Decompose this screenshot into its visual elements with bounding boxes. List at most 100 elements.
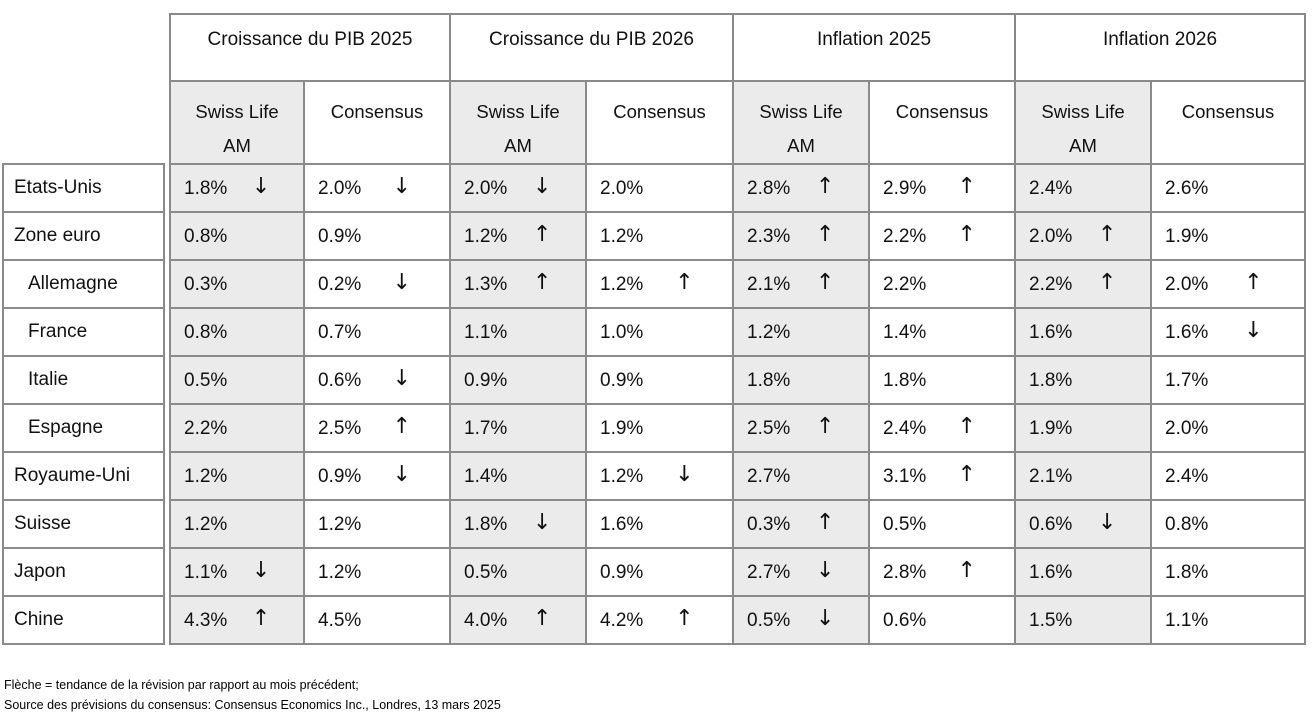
value-cell-content: 0.5% ↓: [734, 608, 868, 631]
value-cell-content: 2.8% ↑: [870, 558, 1014, 583]
value-cell-content: 1.8%: [734, 371, 868, 390]
value-cell: 2.0% ↓: [449, 163, 587, 213]
value-cell-content: 1.2%: [171, 515, 303, 534]
value-cell: 2.0% ↑: [1150, 259, 1306, 309]
value-cell: 0.8%: [1150, 499, 1306, 549]
cell-value: 0.6%: [318, 369, 362, 391]
value-cell: 1.6% ↓: [1150, 307, 1306, 357]
cell-value: 0.3%: [184, 273, 228, 295]
trend-down-icon: ↓: [392, 174, 412, 199]
corner-blank: [3, 14, 164, 81]
row-label: Chine: [2, 595, 165, 645]
value-cell: 1.8%: [868, 355, 1016, 405]
footnote-source: Source des prévisions du consensus: Cons…: [4, 698, 501, 712]
value-cell: 1.4%: [868, 307, 1016, 357]
cell-value: 4.2%: [600, 609, 644, 631]
value-cell-content: 1.2%: [305, 563, 449, 582]
row-label: France: [2, 307, 165, 357]
cell-value: 1.8%: [747, 369, 791, 391]
cell-value: 0.9%: [318, 225, 362, 247]
value-cell-content: 0.5%: [451, 563, 585, 582]
value-cell: 1.6%: [1014, 307, 1152, 357]
value-cell-content: 0.9%: [587, 371, 732, 390]
value-cell-content: 1.6% ↓: [1152, 320, 1304, 343]
value-cell: 1.2% ↑: [585, 259, 734, 309]
value-cell: 1.8% ↓: [169, 163, 305, 213]
cell-value: 2.6%: [1165, 177, 1209, 199]
value-cell-content: 1.1%: [1152, 611, 1304, 630]
cell-value: 0.9%: [318, 465, 362, 487]
trend-up-icon: ↑: [1097, 222, 1117, 247]
cell-value: 1.8%: [464, 513, 508, 535]
value-cell: 0.6% ↓: [1014, 499, 1152, 549]
value-cell-content: 1.1%: [451, 323, 585, 342]
table-row: Etats-Unis 1.8% ↓ 2.0% ↓ 2.0% ↓ 2.0% 2.8% ↑ 2.9% ↑ 2…: [2, 163, 1306, 213]
value-cell: 4.0% ↑: [449, 595, 587, 645]
cell-value: 4.3%: [184, 609, 228, 631]
value-cell-content: 1.9%: [1016, 419, 1150, 438]
value-cell: 1.0%: [585, 307, 734, 357]
value-cell: 4.3% ↑: [169, 595, 305, 645]
gutter-blank: [164, 212, 170, 260]
value-cell-content: 0.9%: [451, 371, 585, 390]
value-cell: 0.3% ↑: [732, 499, 870, 549]
cell-value: 1.2%: [600, 465, 644, 487]
value-cell: 2.0%: [585, 163, 734, 213]
cell-value: 3.1%: [883, 465, 927, 487]
value-cell-content: 4.0% ↑: [451, 608, 585, 631]
cell-value: 1.2%: [600, 225, 644, 247]
trend-up-icon: ↑: [957, 174, 977, 199]
value-cell: 2.5% ↑: [303, 403, 451, 453]
trend-up-icon: ↑: [1097, 270, 1117, 295]
cell-value: 1.3%: [464, 273, 508, 295]
value-cell-content: 3.1% ↑: [870, 464, 1014, 487]
value-cell-content: 0.3%: [171, 275, 303, 294]
cell-value: 0.6%: [1029, 513, 1073, 535]
value-cell-content: 0.3% ↑: [734, 512, 868, 535]
value-cell: 0.9%: [449, 355, 587, 405]
cell-value: 0.9%: [600, 561, 644, 583]
trend-up-icon: ↑: [815, 222, 835, 247]
value-cell-content: 1.2% ↓: [587, 464, 732, 487]
table-row: Zone euro 0.8% 0.9% 1.2% ↑ 1.2% 2.3% ↑ 2.2% ↑ 2.0%…: [2, 211, 1306, 261]
gutter-blank: [164, 596, 170, 644]
value-cell: 1.9%: [585, 403, 734, 453]
trend-up-icon: ↑: [392, 414, 412, 439]
value-cell-content: 0.8%: [171, 323, 303, 342]
subheader-swiss-life-label: Swiss Life AM: [759, 101, 843, 156]
subheader-consensus-3: Consensus: [1150, 80, 1306, 165]
cell-value: 2.0%: [1165, 417, 1209, 439]
cell-value: 1.1%: [464, 321, 508, 343]
value-cell: 0.3%: [169, 259, 305, 309]
cell-value: 1.6%: [1165, 321, 1209, 343]
value-cell: 1.9%: [1150, 211, 1306, 261]
value-cell: 2.2% ↑: [1014, 259, 1152, 309]
trend-up-icon: ↑: [957, 558, 977, 583]
trend-up-icon: ↑: [532, 270, 552, 295]
value-cell: 2.9% ↑: [868, 163, 1016, 213]
value-cell: 2.2%: [169, 403, 305, 453]
row-label: Japon: [2, 547, 165, 597]
value-cell: 2.4% ↑: [868, 403, 1016, 453]
table-row: Suisse 1.2% 1.2% 1.8% ↓ 1.6% 0.3% ↑ 0.5% 0.6% ↓ 0.8…: [2, 499, 1306, 549]
value-cell: 0.5%: [449, 547, 587, 597]
value-cell: 1.8%: [732, 355, 870, 405]
cell-value: 0.6%: [883, 609, 927, 631]
value-cell-content: 2.3% ↑: [734, 222, 868, 247]
value-cell-content: 1.2% ↑: [451, 224, 585, 247]
gutter-blank: [164, 404, 170, 452]
cell-value: 1.9%: [1165, 225, 1209, 247]
subheader-swiss-life-1: Swiss Life AM: [449, 80, 587, 165]
group-header-1: Croissance du PIB 2026: [449, 13, 734, 82]
subheader-swiss-life-3: Swiss Life AM: [1014, 80, 1152, 165]
cell-value: 2.3%: [747, 225, 791, 247]
value-cell-content: 2.1%: [1016, 467, 1150, 486]
value-cell-content: 2.2%: [171, 419, 303, 438]
cell-value: 2.8%: [883, 561, 927, 583]
value-cell-content: 1.4%: [870, 323, 1014, 342]
subheader-swiss-life-2: Swiss Life AM: [732, 80, 870, 165]
sub-header-row: Swiss Life AM Consensus Swiss Life AM Conse…: [3, 80, 1306, 165]
cell-value: 2.4%: [1165, 465, 1209, 487]
value-cell-content: 2.7%: [734, 467, 868, 486]
cell-value: 0.5%: [747, 609, 791, 631]
